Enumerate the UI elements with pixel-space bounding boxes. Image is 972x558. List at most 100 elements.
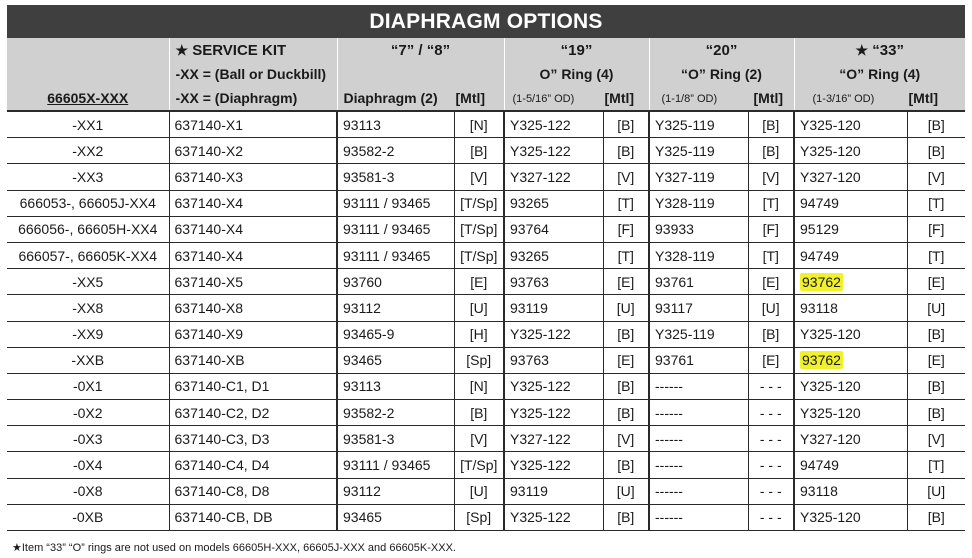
cell-text: -0X8 [72, 483, 103, 500]
cell-oring-33: Y325-120 [794, 373, 908, 401]
cell-text: Y325-120 [800, 378, 861, 395]
cell-oring-19: 93265 [504, 190, 604, 217]
cell-oring-33: Y325-120 [794, 504, 908, 532]
table-row: -0X8 637140-C8, D8 93112 [U] 93119 [U] ------ -… [7, 478, 965, 505]
cell-model: -0X2 [7, 399, 170, 427]
cell-oring-33-mtl: [B] [907, 399, 965, 427]
col33-size: (1-3/16” OD) [812, 93, 875, 105]
cell-model: -XXB [7, 347, 170, 374]
cell-text: ------ [655, 509, 683, 526]
cell-oring-19: Y327-122 [504, 163, 604, 191]
cell-text: Y325-120 [800, 404, 861, 421]
cell-diaphragm: 93465 [337, 504, 455, 532]
cell-diaphragm: 93111 / 93465 [337, 242, 455, 270]
cell-model: -0XB [7, 504, 170, 532]
cell-oring-19-mtl: [U] [603, 478, 650, 505]
cell-text: [B] [617, 326, 635, 343]
cell-oring-20-mtl: - - - [748, 478, 795, 505]
cell-text: [B] [927, 404, 945, 421]
cell-oring-19: Y325-122 [504, 373, 604, 401]
cell-text: 93112 [343, 483, 381, 500]
star-icon: ★ [175, 42, 189, 58]
cell-model: -XX2 [7, 137, 170, 165]
cell-oring-19-mtl: [U] [603, 294, 650, 322]
cell-oring-19-mtl: [B] [603, 451, 650, 479]
cell-text: -XX2 [72, 142, 104, 159]
cell-text: [V] [617, 168, 635, 185]
col7-8-label: “7” / “8” [390, 42, 451, 59]
cell-oring-33-mtl: [B] [907, 321, 965, 348]
highlighted-part-number: 93762 [800, 351, 843, 370]
cell-oring-33-mtl: [B] [907, 110, 965, 139]
cell-oring-33-mtl: [V] [907, 425, 965, 453]
cell-oring-20-mtl: [B] [748, 110, 795, 139]
cell-text: 637140-X4 [174, 221, 244, 238]
cell-oring-19-mtl: [B] [603, 373, 650, 401]
cell-text: 637140-CB, DB [174, 509, 273, 526]
cell-text: [F] [762, 221, 779, 238]
cell-diaphragm-mtl: [Sp] [454, 504, 505, 532]
cell-text: [T/Sp] [460, 195, 498, 212]
cell-text: 666057-, 66605K-XX4 [18, 247, 158, 264]
cell-oring-33-mtl: [B] [907, 137, 965, 165]
cell-oring-33-mtl: [E] [907, 347, 965, 374]
cell-text: -0X4 [72, 457, 103, 474]
cell-oring-33-mtl: [V] [907, 163, 965, 191]
table-row: -0X1 637140-C1, D1 93113 [N] Y325-122 [B] ----… [7, 373, 965, 401]
cell-oring-20-mtl: [B] [748, 137, 795, 165]
cell-text: -XX5 [72, 273, 104, 290]
cell-diaphragm-mtl: [N] [454, 110, 505, 139]
table-row: -XX9 637140-X9 93465-9 [H] Y325-122 [B] Y325-1… [7, 321, 965, 348]
cell-text: [B] [927, 378, 945, 395]
header-7-8: “7” / “8” Diaphragm (2) [Mtl] [337, 38, 505, 111]
cell-oring-19-mtl: [B] [603, 321, 650, 348]
cell-text: 93111 / 93465 [343, 221, 431, 238]
cell-text: ------ [655, 378, 683, 395]
cell-diaphragm-mtl: [T/Sp] [454, 242, 505, 270]
col20-size: (1-1/8” OD) [661, 93, 718, 105]
cell-oring-19: 93763 [504, 347, 604, 374]
cell-text: [T/Sp] [460, 221, 498, 238]
cell-oring-20: ------ [649, 478, 749, 505]
cell-oring-33-mtl: [U] [907, 478, 965, 505]
cell-diaphragm-mtl: [V] [454, 425, 505, 453]
diaphragm-options-table-wrap: DIAPHRAGM OPTIONS 66605X-XXX ★ SERVICE K… [7, 5, 965, 532]
cell-text: -XX1 [72, 116, 104, 133]
cell-oring-20-mtl: [E] [748, 268, 795, 296]
cell-text: 94749 [800, 457, 839, 474]
cell-oring-20: Y325-119 [649, 110, 749, 139]
cell-text: [V] [762, 168, 780, 185]
cell-text: 93111 / 93465 [343, 247, 431, 264]
cell-text: -XXB [71, 352, 105, 369]
cell-text: 637140-C8, D8 [174, 483, 270, 500]
diaphragm-options-table: 66605X-XXX ★ SERVICE KIT -XX = (Ball or … [7, 38, 965, 532]
cell-oring-19: Y325-122 [504, 504, 604, 532]
cell-oring-19-mtl: [B] [603, 399, 650, 427]
cell-text: [V] [617, 430, 635, 447]
cell-oring-20: ------ [649, 399, 749, 427]
cell-oring-33-mtl: [U] [907, 294, 965, 322]
header-service-kit: ★ SERVICE KIT -XX = (Ball or Duckbill) -… [169, 38, 338, 111]
cell-text: -0X3 [72, 430, 103, 447]
cell-oring-19: Y325-122 [504, 399, 604, 427]
service-kit-ball-note: -XX = (Ball or Duckbill) [175, 66, 327, 82]
cell-text: - - - [759, 457, 782, 474]
table-row: -XXB 637140-XB 93465 [Sp] 93763 [E] 93761 [E] 93… [7, 347, 965, 374]
cell-text: [Sp] [466, 352, 492, 369]
cell-text: Y325-120 [800, 326, 861, 343]
cell-diaphragm: 93581-3 [337, 163, 455, 191]
cell-text: Y325-120 [800, 142, 861, 159]
cell-oring-20: Y325-119 [649, 321, 749, 348]
cell-text: Y325-122 [510, 457, 571, 474]
cell-model: -0X4 [7, 451, 170, 479]
cell-text: [V] [927, 168, 945, 185]
cell-oring-33: 93118 [794, 294, 908, 322]
cell-diaphragm: 93582-2 [337, 399, 455, 427]
header-20: “20” “O” Ring (2) (1-1/8” OD) [Mtl] [649, 38, 795, 111]
cell-text: Y325-122 [510, 116, 571, 133]
cell-text: [U] [616, 483, 635, 500]
cell-oring-33: 94749 [794, 242, 908, 270]
cell-text: [N] [469, 378, 488, 395]
cell-oring-20-mtl: [U] [748, 294, 795, 322]
cell-diaphragm-mtl: [T/Sp] [454, 190, 505, 217]
